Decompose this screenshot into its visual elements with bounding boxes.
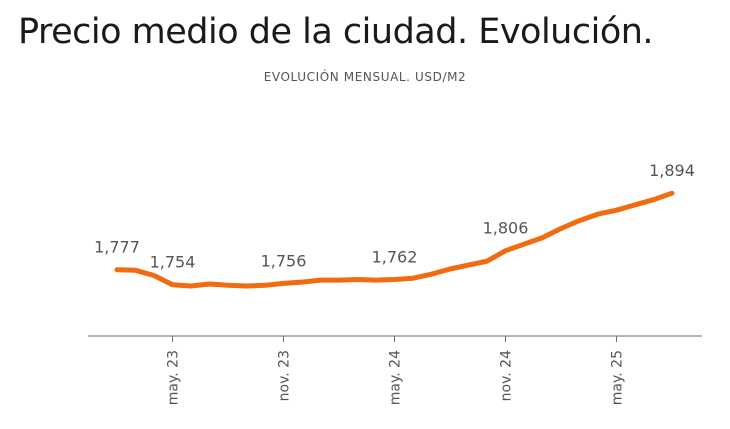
- x-tick-label: may. 25: [610, 350, 626, 405]
- x-tick-label: nov. 24: [499, 350, 515, 401]
- page-title: Precio medio de la ciudad. Evolución.: [18, 12, 654, 52]
- x-axis-ticks: may. 23 nov. 23 may. 24 nov. 24 may. 25: [166, 336, 626, 405]
- x-tick-label: nov. 23: [277, 350, 293, 401]
- x-tick-label: may. 24: [388, 350, 404, 405]
- data-label: 1,777: [94, 238, 140, 257]
- data-label: 1,806: [483, 219, 529, 238]
- data-label: 1,756: [261, 251, 307, 270]
- data-label: 1,754: [150, 253, 196, 272]
- data-label: 1,762: [372, 247, 418, 266]
- price-series-line: [114, 190, 675, 289]
- data-labels: 1,777 1,754 1,756 1,762 1,806 1,894: [94, 161, 695, 272]
- data-label: 1,894: [649, 161, 695, 180]
- x-tick-label: may. 23: [166, 350, 182, 405]
- chart-subtitle: EVOLUCIÓN MENSUAL. USD/M2: [263, 70, 467, 84]
